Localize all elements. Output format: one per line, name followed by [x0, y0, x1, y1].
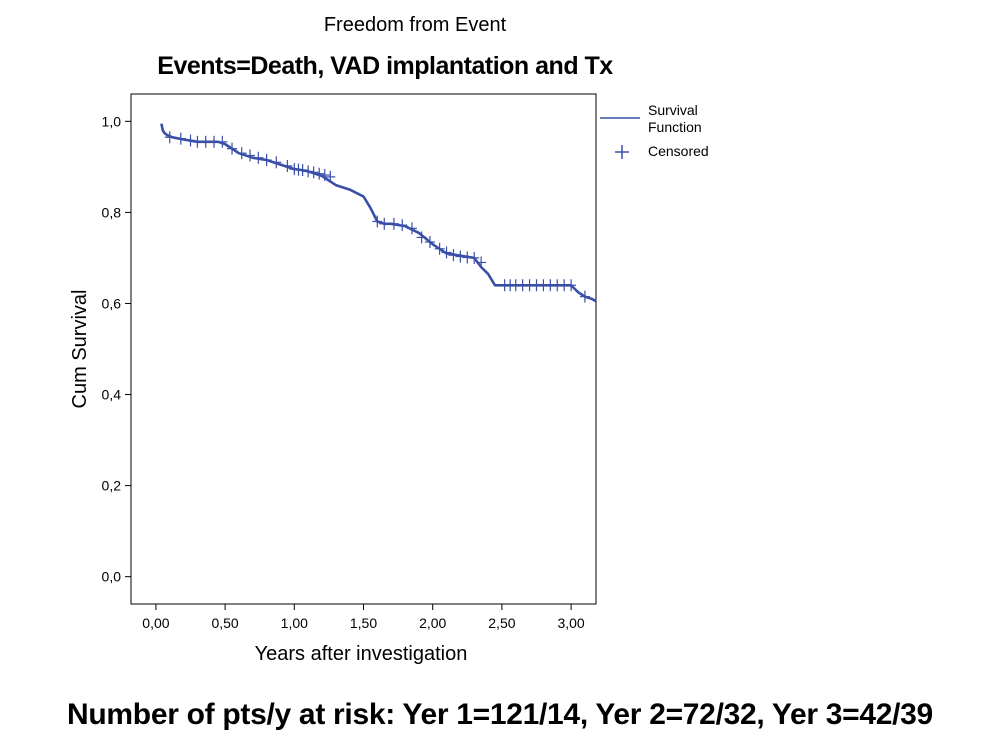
x-tick-label: 1,50 — [350, 615, 377, 631]
y-axis: 0,0 0,2 0,4 0,6 0,8 1,0 — [102, 113, 131, 585]
legend-survival-label-line2: Function — [648, 119, 702, 135]
censored-marker — [397, 219, 408, 232]
censored-marker — [227, 142, 238, 155]
x-tick-label: 0,50 — [211, 615, 238, 631]
censored-marker — [372, 215, 383, 228]
censored-marker — [271, 156, 282, 169]
censored-marker — [566, 279, 577, 292]
legend-censored-label: Censored — [648, 143, 709, 159]
y-tick-label: 0,6 — [102, 295, 122, 311]
plot-frame — [130, 93, 597, 605]
x-tick-label: 2,50 — [488, 615, 515, 631]
x-axis: 0,00 0,50 1,00 1,50 2,00 2,50 3,00 — [142, 604, 585, 631]
censored-marker — [469, 251, 480, 264]
censored-marker — [476, 256, 487, 269]
censored-marker — [434, 242, 445, 255]
censored-marker — [236, 147, 247, 160]
censored-marker — [282, 159, 293, 172]
y-axis-label: Cum Survival — [69, 290, 91, 409]
y-tick-label: 0,2 — [102, 478, 122, 494]
censored-marker — [297, 164, 308, 177]
x-tick-label: 2,00 — [419, 615, 446, 631]
survival-function-line — [160, 123, 597, 303]
censored-marker — [253, 151, 264, 164]
y-tick-label: 1,0 — [102, 113, 122, 129]
censored-marker — [441, 246, 452, 259]
censored-marker — [164, 131, 175, 144]
censored-marker — [379, 217, 390, 230]
censored-marker — [388, 217, 399, 230]
x-tick-label: 0,00 — [142, 615, 169, 631]
censored-marker — [448, 249, 459, 262]
censored-marker — [308, 166, 319, 179]
legend-survival-label-line1: Survival — [648, 102, 698, 118]
censored-marker — [175, 132, 186, 145]
y-tick-label: 0,4 — [102, 387, 122, 403]
censored-marker — [261, 154, 272, 167]
legend: Survival Function Censored — [600, 102, 709, 159]
censored-marker — [455, 250, 466, 263]
censored-marker — [416, 231, 427, 244]
chart-title: Freedom from Event — [323, 14, 507, 36]
plot-area — [160, 123, 597, 303]
censored-marker — [303, 165, 314, 178]
censored-marker — [245, 149, 256, 162]
censored-marker — [424, 235, 435, 248]
censored-marker — [314, 167, 325, 180]
y-tick-label: 0,8 — [102, 204, 122, 220]
x-axis-label: Years after investigation — [255, 643, 468, 665]
x-tick-label: 3,00 — [557, 615, 584, 631]
x-tick-label: 1,00 — [281, 615, 308, 631]
censored-marker — [406, 222, 417, 235]
chart-subtitle: Events=Death, VAD implantation and Tx — [157, 52, 613, 80]
censored-marker — [325, 170, 336, 183]
censored-marker — [185, 134, 196, 147]
at-risk-footer: Number of pts/y at risk: Yer 1=121/14, Y… — [67, 698, 933, 731]
legend-censored-marker — [615, 145, 629, 159]
censored-marker — [579, 290, 590, 303]
censored-marker — [217, 135, 228, 148]
y-tick-label: 0,0 — [102, 569, 122, 585]
censored-marker — [319, 169, 330, 182]
